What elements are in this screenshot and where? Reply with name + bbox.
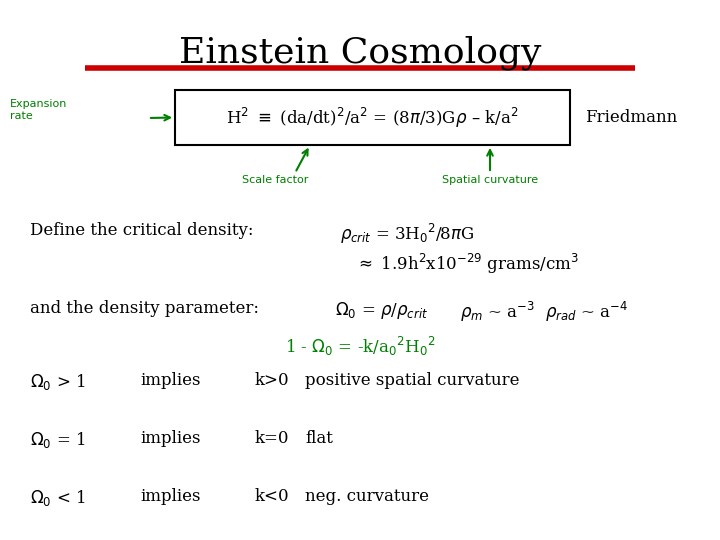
Text: implies: implies — [140, 488, 200, 505]
Text: $\Omega_0$ < 1: $\Omega_0$ < 1 — [30, 488, 86, 508]
Text: $\Omega_0$ = $\rho$/$\rho_{crit}$: $\Omega_0$ = $\rho$/$\rho_{crit}$ — [335, 300, 428, 321]
Text: $\rho_{crit}$ = 3H$_0$$^2$/8$\pi$G: $\rho_{crit}$ = 3H$_0$$^2$/8$\pi$G — [340, 222, 474, 246]
Text: k=0: k=0 — [255, 430, 289, 447]
Text: 1 - $\Omega_0$ = -k/a$_0$$^2$H$_0$$^2$: 1 - $\Omega_0$ = -k/a$_0$$^2$H$_0$$^2$ — [285, 335, 435, 358]
Text: Einstein Cosmology: Einstein Cosmology — [179, 35, 541, 70]
Text: neg. curvature: neg. curvature — [305, 488, 429, 505]
Text: flat: flat — [305, 430, 333, 447]
Text: H$^2$ $\equiv$ (da/dt)$^2$/a$^2$ = (8$\pi$/3)G$\rho$ – k/a$^2$: H$^2$ $\equiv$ (da/dt)$^2$/a$^2$ = (8$\p… — [226, 105, 519, 130]
Text: $\rho_m$ ~ a$^{-3}$: $\rho_m$ ~ a$^{-3}$ — [460, 300, 535, 324]
Text: $\Omega_0$ = 1: $\Omega_0$ = 1 — [30, 430, 86, 450]
Text: Scale factor: Scale factor — [242, 175, 308, 185]
Text: Spatial curvature: Spatial curvature — [442, 175, 538, 185]
Text: k>0: k>0 — [255, 372, 289, 389]
Text: $\approx$ 1.9h$^2$x10$^{-29}$ grams/cm$^3$: $\approx$ 1.9h$^2$x10$^{-29}$ grams/cm$^… — [355, 252, 579, 276]
Text: and the density parameter:: and the density parameter: — [30, 300, 259, 317]
Text: Define the critical density:: Define the critical density: — [30, 222, 253, 239]
Text: k<0: k<0 — [255, 488, 289, 505]
Bar — [175, 90, 570, 145]
Text: Expansion
rate: Expansion rate — [10, 99, 68, 121]
Text: Friedmann: Friedmann — [585, 109, 678, 126]
Text: $\rho_{rad}$ ~ a$^{-4}$: $\rho_{rad}$ ~ a$^{-4}$ — [545, 300, 629, 324]
Text: implies: implies — [140, 372, 200, 389]
Text: positive spatial curvature: positive spatial curvature — [305, 372, 520, 389]
Text: $\Omega_0$ > 1: $\Omega_0$ > 1 — [30, 372, 86, 392]
Text: implies: implies — [140, 430, 200, 447]
